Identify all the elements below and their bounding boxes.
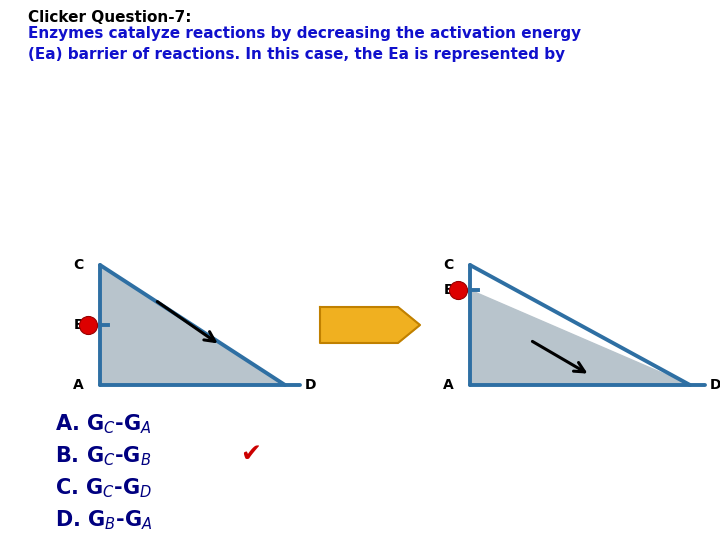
Polygon shape	[470, 290, 690, 385]
Polygon shape	[100, 265, 285, 385]
Text: D: D	[305, 378, 317, 392]
Text: A: A	[444, 378, 454, 392]
Text: B: B	[444, 283, 454, 297]
Text: C. G$_C$-G$_D$: C. G$_C$-G$_D$	[55, 476, 152, 500]
Text: Clicker Question-7:: Clicker Question-7:	[28, 10, 192, 25]
Text: A. G$_C$-G$_A$: A. G$_C$-G$_A$	[55, 412, 151, 436]
Text: D: D	[710, 378, 720, 392]
Text: C: C	[444, 258, 454, 272]
Text: ✔: ✔	[240, 442, 261, 466]
Polygon shape	[320, 307, 420, 343]
Text: B: B	[73, 318, 84, 332]
Text: B. G$_C$-G$_B$: B. G$_C$-G$_B$	[55, 444, 151, 468]
Text: C: C	[73, 258, 84, 272]
Text: Enzymes catalyze reactions by decreasing the activation energy
(Ea) barrier of r: Enzymes catalyze reactions by decreasing…	[28, 26, 581, 62]
Text: D. G$_B$-G$_A$: D. G$_B$-G$_A$	[55, 508, 153, 531]
Text: A: A	[73, 378, 84, 392]
